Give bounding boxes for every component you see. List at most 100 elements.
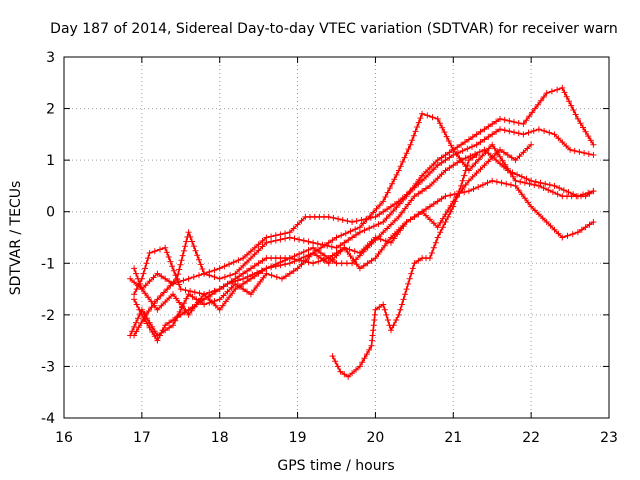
data-point-marker xyxy=(131,291,138,298)
data-point-marker xyxy=(360,246,367,253)
data-point-marker xyxy=(461,172,468,179)
data-point-marker xyxy=(135,315,141,322)
data-point-marker xyxy=(162,299,169,305)
data-point-marker xyxy=(227,272,234,279)
data-point-marker xyxy=(556,185,563,191)
data-point-marker xyxy=(244,278,250,285)
data-point-marker xyxy=(464,145,471,152)
series-sat-c xyxy=(131,84,597,339)
data-point-marker xyxy=(190,243,197,250)
data-point-marker xyxy=(347,228,354,235)
data-point-marker xyxy=(528,203,535,210)
data-point-marker xyxy=(419,208,426,215)
data-point-marker xyxy=(437,229,444,236)
data-point-marker xyxy=(424,112,431,119)
data-point-marker xyxy=(197,261,204,268)
data-point-marker xyxy=(358,217,365,223)
data-point-marker xyxy=(268,233,275,240)
data-point-marker xyxy=(251,244,258,251)
data-point-marker xyxy=(286,255,293,262)
data-point-marker xyxy=(380,301,387,308)
data-point-marker xyxy=(146,278,153,285)
data-point-marker xyxy=(393,171,400,178)
data-point-marker xyxy=(170,279,177,286)
data-point-marker xyxy=(381,242,388,249)
data-point-marker xyxy=(216,265,223,272)
data-point-marker xyxy=(201,301,208,308)
data-point-marker xyxy=(465,157,472,164)
data-point-marker xyxy=(430,220,437,227)
data-point-marker xyxy=(259,257,266,264)
data-point-marker xyxy=(570,107,577,113)
data-point-marker xyxy=(317,244,324,251)
data-point-marker xyxy=(402,205,408,212)
y-tick-label: 3 xyxy=(46,50,55,66)
data-point-marker xyxy=(516,153,523,160)
data-point-marker xyxy=(240,286,247,293)
data-point-marker xyxy=(380,219,387,225)
data-point-marker xyxy=(390,322,397,329)
data-point-marker xyxy=(426,216,433,223)
data-point-marker xyxy=(394,231,401,238)
data-point-marker xyxy=(211,298,218,305)
data-point-marker xyxy=(524,145,531,152)
data-point-marker xyxy=(391,235,398,242)
data-point-marker xyxy=(489,177,496,184)
data-point-marker xyxy=(541,127,548,134)
data-point-marker xyxy=(446,149,453,156)
data-point-marker xyxy=(169,263,176,270)
data-point-marker xyxy=(232,270,239,277)
data-point-marker xyxy=(453,151,460,157)
data-point-marker xyxy=(255,260,262,267)
data-point-marker xyxy=(423,173,429,180)
data-point-marker xyxy=(263,270,270,277)
data-point-marker xyxy=(520,131,527,138)
x-tick-label: 18 xyxy=(211,430,229,446)
data-point-marker xyxy=(244,251,250,258)
data-point-marker xyxy=(450,162,457,169)
data-point-marker xyxy=(363,216,370,223)
data-point-marker xyxy=(185,306,192,313)
data-point-marker xyxy=(481,146,488,153)
data-point-marker xyxy=(330,214,337,221)
data-point-marker xyxy=(192,247,199,254)
x-tick-label: 21 xyxy=(444,430,462,446)
data-point-marker xyxy=(144,315,150,322)
data-point-marker xyxy=(434,224,441,231)
y-tick-label: -2 xyxy=(41,308,55,324)
data-point-marker xyxy=(380,229,387,236)
data-point-marker xyxy=(135,275,141,282)
data-point-marker xyxy=(380,208,387,215)
data-point-marker xyxy=(400,296,407,303)
data-point-marker xyxy=(506,117,513,124)
data-point-marker xyxy=(240,275,247,282)
data-point-marker xyxy=(493,178,500,185)
data-point-marker xyxy=(405,280,412,287)
data-point-marker xyxy=(165,254,172,260)
data-point-marker xyxy=(329,237,336,244)
data-point-marker xyxy=(260,274,267,281)
data-point-marker xyxy=(434,162,441,169)
data-point-marker xyxy=(229,290,236,297)
series-sat-f xyxy=(127,141,535,339)
data-point-marker xyxy=(353,231,359,238)
data-point-marker xyxy=(525,129,532,136)
data-point-marker xyxy=(414,124,421,130)
data-point-marker xyxy=(131,279,138,286)
data-point-marker xyxy=(372,213,379,220)
data-point-marker xyxy=(442,193,449,200)
data-point-marker xyxy=(240,262,247,269)
data-point-marker xyxy=(411,193,418,200)
data-point-marker xyxy=(222,298,229,305)
data-point-marker xyxy=(525,199,531,206)
data-point-marker xyxy=(465,188,472,195)
data-point-marker xyxy=(356,224,363,231)
data-point-marker xyxy=(398,209,405,216)
data-point-marker xyxy=(199,266,206,272)
data-point-marker xyxy=(133,270,139,277)
data-point-marker xyxy=(382,194,389,200)
data-point-marker xyxy=(497,115,503,122)
data-point-marker xyxy=(235,257,242,264)
data-point-marker xyxy=(426,164,433,171)
